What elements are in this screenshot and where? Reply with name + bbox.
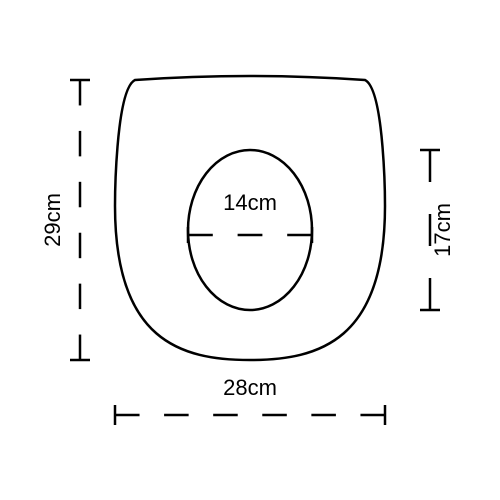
dimension-height-outer [70,80,90,360]
label-width-outer: 28cm [223,375,277,400]
seat-outer-outline [115,76,385,360]
label-height-inner: 17cm [430,203,455,257]
dimension-width-inner [188,227,312,243]
label-height-outer: 29cm [40,193,65,247]
dimension-diagram: 29cm 17cm 28cm 14cm [0,0,500,500]
seat-inner-outline [188,150,312,310]
dimension-width-outer [115,405,385,425]
label-width-inner: 14cm [223,190,277,215]
